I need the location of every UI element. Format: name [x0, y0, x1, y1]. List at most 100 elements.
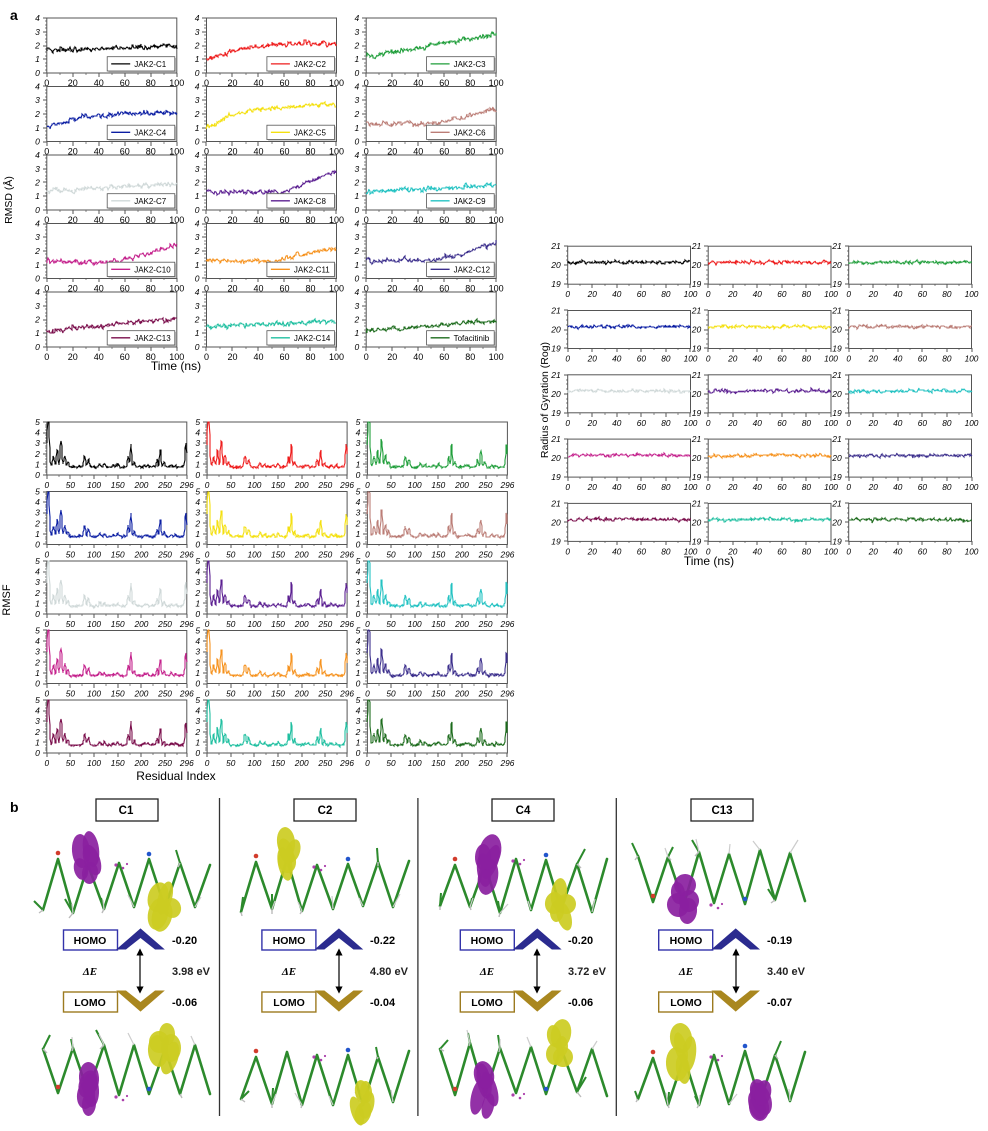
svg-text:80: 80	[942, 546, 952, 556]
svg-text:0: 0	[846, 546, 851, 556]
svg-text:5: 5	[356, 556, 361, 566]
svg-text:200: 200	[454, 550, 469, 560]
svg-text:60: 60	[918, 354, 928, 364]
svg-text:5: 5	[195, 487, 200, 497]
svg-text:250: 250	[478, 758, 493, 768]
svg-text:100: 100	[489, 352, 504, 362]
svg-text:150: 150	[431, 550, 445, 560]
svg-text:100: 100	[824, 418, 838, 428]
svg-text:100: 100	[965, 418, 979, 428]
svg-text:200: 200	[133, 619, 148, 629]
svg-text:100: 100	[824, 354, 838, 364]
svg-text:5: 5	[35, 417, 40, 427]
svg-text:JAK2-C7: JAK2-C7	[134, 197, 167, 206]
svg-text:296: 296	[499, 689, 514, 699]
svg-text:100: 100	[87, 550, 101, 560]
svg-text:2: 2	[34, 588, 40, 598]
svg-text:4: 4	[35, 13, 40, 23]
svg-text:20: 20	[868, 482, 879, 492]
svg-text:80: 80	[802, 354, 812, 364]
svg-text:0: 0	[35, 609, 40, 619]
svg-text:5: 5	[195, 626, 200, 636]
svg-text:250: 250	[317, 758, 332, 768]
svg-text:0: 0	[204, 352, 209, 362]
svg-text:-0.07: -0.07	[767, 997, 792, 1009]
svg-text:0: 0	[205, 480, 210, 490]
svg-text:3: 3	[195, 716, 200, 726]
svg-text:0: 0	[205, 619, 210, 629]
svg-text:0: 0	[356, 470, 361, 480]
svg-text:2: 2	[194, 178, 200, 188]
svg-text:80: 80	[305, 352, 315, 362]
svg-text:80: 80	[942, 354, 952, 364]
svg-text:0: 0	[846, 482, 851, 492]
svg-text:JAK2-C13: JAK2-C13	[134, 334, 171, 343]
svg-text:4: 4	[35, 636, 40, 646]
svg-text:1: 1	[354, 191, 359, 201]
svg-text:250: 250	[157, 550, 172, 560]
svg-text:RMSD (Å): RMSD (Å)	[2, 176, 15, 224]
svg-text:20: 20	[550, 453, 561, 463]
svg-text:0: 0	[44, 758, 49, 768]
svg-text:100: 100	[408, 758, 422, 768]
svg-text:50: 50	[226, 619, 236, 629]
svg-text:5: 5	[35, 556, 40, 566]
svg-text:50: 50	[386, 689, 396, 699]
svg-text:2: 2	[194, 315, 200, 325]
svg-text:3: 3	[195, 27, 200, 37]
svg-text:ΔE: ΔE	[678, 966, 693, 978]
svg-text:20: 20	[550, 389, 561, 399]
svg-text:80: 80	[661, 482, 671, 492]
svg-text:20: 20	[587, 546, 598, 556]
svg-text:3: 3	[195, 301, 200, 311]
svg-text:JAK2-C8: JAK2-C8	[294, 197, 327, 206]
svg-text:0: 0	[35, 137, 40, 147]
svg-text:3: 3	[356, 438, 361, 448]
svg-text:60: 60	[637, 289, 647, 299]
svg-text:5: 5	[195, 556, 200, 566]
svg-text:80: 80	[942, 418, 952, 428]
svg-text:250: 250	[478, 550, 493, 560]
svg-text:19: 19	[551, 344, 561, 354]
svg-text:21: 21	[691, 306, 702, 316]
svg-text:60: 60	[918, 289, 928, 299]
svg-text:0: 0	[354, 342, 359, 352]
svg-text:60: 60	[120, 352, 130, 362]
svg-text:60: 60	[777, 546, 787, 556]
svg-text:20: 20	[550, 260, 561, 270]
svg-text:40: 40	[94, 352, 104, 362]
svg-text:19: 19	[551, 536, 561, 546]
svg-text:0: 0	[195, 679, 200, 689]
svg-text:1: 1	[354, 123, 359, 133]
svg-text:2: 2	[194, 449, 200, 459]
svg-text:80: 80	[942, 289, 952, 299]
svg-text:80: 80	[802, 418, 812, 428]
svg-text:0: 0	[35, 540, 40, 550]
svg-text:21: 21	[691, 498, 702, 508]
svg-text:Time (ns): Time (ns)	[151, 359, 201, 373]
svg-text:HOMO: HOMO	[74, 935, 107, 947]
svg-text:4: 4	[35, 287, 40, 297]
svg-text:0: 0	[846, 354, 851, 364]
svg-text:5: 5	[356, 626, 361, 636]
svg-text:ΔE: ΔE	[479, 966, 494, 978]
svg-text:1: 1	[356, 529, 361, 539]
svg-text:4: 4	[35, 219, 40, 229]
svg-text:40: 40	[612, 289, 622, 299]
svg-text:0: 0	[195, 748, 200, 758]
svg-text:0: 0	[846, 418, 851, 428]
svg-text:3: 3	[195, 508, 200, 518]
svg-text:HOMO: HOMO	[670, 935, 703, 947]
svg-text:C1: C1	[119, 805, 134, 817]
svg-text:19: 19	[551, 472, 561, 482]
svg-text:4: 4	[354, 82, 359, 92]
svg-text:50: 50	[66, 480, 76, 490]
svg-text:2: 2	[355, 727, 361, 737]
svg-text:1: 1	[35, 459, 40, 469]
svg-text:LOMO: LOMO	[670, 997, 702, 1009]
svg-text:20: 20	[550, 517, 561, 527]
svg-text:150: 150	[431, 480, 445, 490]
svg-text:C4: C4	[516, 805, 531, 817]
svg-text:60: 60	[777, 482, 787, 492]
svg-text:0: 0	[706, 482, 711, 492]
